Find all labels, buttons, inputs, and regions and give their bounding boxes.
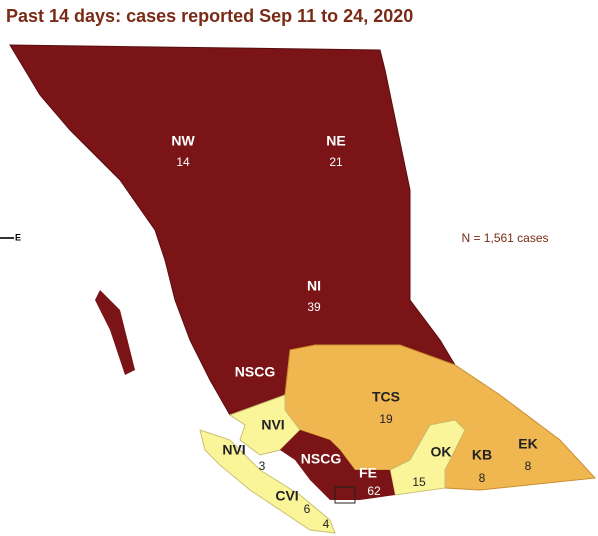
- haida-gwaii: [95, 290, 135, 375]
- title: Past 14 days: cases reported Sep 11 to 2…: [6, 6, 413, 26]
- region-label: NW: [171, 133, 195, 149]
- region-label: EK: [518, 436, 537, 452]
- inset-box: [334, 486, 356, 504]
- region-cases: 6: [304, 502, 311, 516]
- region-cases: 8: [525, 459, 532, 473]
- region-cases: 14: [176, 155, 190, 169]
- region-label: NVI: [222, 442, 245, 458]
- region-cases: 3: [259, 459, 266, 473]
- total-note: N = 1,561 cases: [461, 231, 548, 245]
- vancouver-island: [199, 429, 336, 534]
- region-cases: 15: [412, 475, 426, 489]
- okanagan: [389, 419, 466, 496]
- region-cases: 4: [323, 517, 330, 531]
- region-label: TCS: [372, 389, 400, 405]
- fraser-coastal: [280, 430, 395, 500]
- region-cases: 19: [379, 412, 393, 426]
- region-label: OK: [431, 444, 452, 460]
- region-label: NSCG: [235, 364, 276, 380]
- region-label: NE: [326, 133, 345, 149]
- region-label: KB: [472, 447, 492, 463]
- region-cases: 21: [329, 155, 343, 169]
- region-label: FE: [359, 465, 377, 481]
- region-label: CVI: [275, 488, 298, 504]
- region-cases: 62: [367, 484, 381, 498]
- region-cases: 39: [307, 300, 321, 314]
- compass-label: E: [15, 232, 21, 242]
- region-label: NI: [307, 278, 321, 294]
- region-label: NVI: [261, 417, 284, 433]
- region-label: NSCG: [301, 451, 342, 467]
- region-cases: 8: [479, 471, 486, 485]
